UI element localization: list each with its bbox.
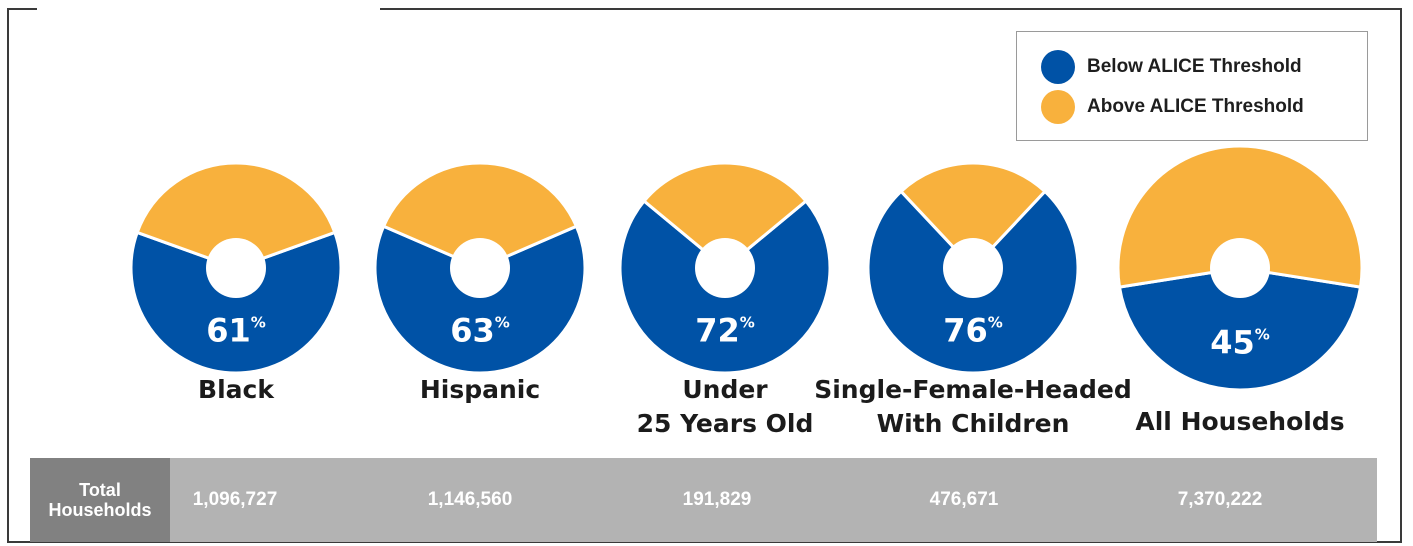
legend-item-above: Above ALICE Threshold xyxy=(1041,90,1304,124)
legend-label-below: Below ALICE Threshold xyxy=(1087,56,1302,78)
category-label: Black xyxy=(198,375,275,404)
total-households-value: 476,671 xyxy=(930,458,999,542)
totals-header: Total Households xyxy=(30,458,170,542)
legend-item-below: Below ALICE Threshold xyxy=(1041,50,1302,84)
category-label: 25 Years Old xyxy=(637,409,814,438)
totals-bar: Total Households 1,096,727 1,146,560 191,8… xyxy=(30,458,1377,542)
legend-swatch-below xyxy=(1041,50,1075,84)
category-label: All Households xyxy=(1135,407,1344,436)
category-label: Single-Female-Headed xyxy=(814,375,1132,404)
donut-hole xyxy=(450,238,510,298)
category-label: Under xyxy=(682,375,768,404)
legend-label-above: Above ALICE Threshold xyxy=(1087,96,1304,118)
donut-hole xyxy=(943,238,1003,298)
donut-hole xyxy=(1210,238,1270,298)
total-households-value: 1,096,727 xyxy=(193,458,278,542)
total-households-value: 1,146,560 xyxy=(428,458,513,542)
category-label: Hispanic xyxy=(420,375,540,404)
donut-hole xyxy=(695,238,755,298)
category-label: With Children xyxy=(877,409,1070,438)
legend: Below ALICE Threshold Above ALICE Thresh… xyxy=(1016,31,1368,141)
legend-swatch-above xyxy=(1041,90,1075,124)
total-households-value: 7,370,222 xyxy=(1178,458,1263,542)
total-households-value: 191,829 xyxy=(683,458,752,542)
donut-hole xyxy=(206,238,266,298)
